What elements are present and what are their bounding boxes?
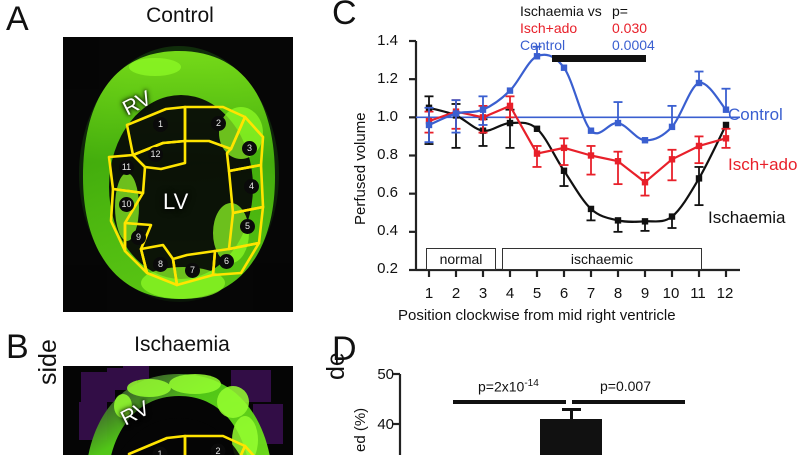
panel-a-letter: A (6, 0, 29, 38)
zone-band-normal: normal (426, 248, 496, 270)
p-value-bracket-2 (572, 400, 685, 404)
annotation-row-label-control: Control (520, 37, 566, 53)
p-value-label-2: p=0.007 (600, 378, 651, 394)
x-tick-label: 2 (451, 285, 461, 302)
annotation-header: Ischaemia vs (520, 3, 602, 19)
panel-a-lv-label: LV (163, 189, 189, 214)
series-label-ischaemia: Ischaemia (708, 208, 786, 227)
annotation-row-p-ischado: 0.030 (612, 20, 648, 36)
segment-number: 4 (244, 179, 259, 194)
p-value-text-1: p=2x10 (478, 378, 525, 395)
panel-d-errorbar-stem (570, 408, 573, 420)
p-value-exponent-1: -14 (524, 378, 539, 389)
y-tick-label: 0.2 (377, 260, 398, 277)
x-tick-label: 12 (716, 285, 734, 302)
p-value-bracket-1 (453, 400, 566, 404)
y-tick-label: 0.4 (377, 222, 398, 239)
annotation-row-label-ischado: Isch+ado (520, 20, 578, 36)
segment-number: 2 (211, 116, 226, 131)
segment-number: 10 (119, 197, 134, 212)
panel-c: C Perfused volume 1.4 1.2 1.0 0.8 0.6 0.… (330, 0, 808, 330)
y-tick-label: 0.8 (377, 146, 398, 163)
series-label-isch-ado: Isch+ado (728, 155, 798, 174)
segment-number: 12 (148, 147, 163, 162)
x-tick-label: 9 (640, 285, 650, 302)
panel-d-bar (540, 419, 602, 455)
panel-b-image: 1 2 3 RV (63, 366, 293, 455)
svg-text:1: 1 (157, 449, 162, 455)
segment-number: 8 (153, 257, 168, 272)
panel-b-letter: B (6, 328, 29, 366)
segment-number: 5 (240, 219, 255, 234)
annotation-row-p-control: 0.0004 (612, 37, 655, 53)
x-tick-label: 5 (532, 285, 542, 302)
segment-number: 9 (131, 230, 146, 245)
annotation-header-p: p= (612, 3, 628, 19)
x-tick-label: 3 (478, 285, 488, 302)
x-tick-label: 1 (424, 285, 434, 302)
series-label-control: Control (728, 105, 783, 124)
segment-number: 6 (219, 254, 234, 269)
segment-number: 1 (153, 117, 168, 132)
panel-d-errorbar-cap (562, 408, 581, 411)
panel-d-y-tick: 40 (377, 416, 394, 433)
y-tick-label: 1.2 (377, 70, 398, 87)
x-tick-label: 7 (586, 285, 596, 302)
panel-a-title: Control (146, 4, 214, 27)
chart-plot-area (409, 39, 740, 277)
x-tick-label: 10 (662, 285, 680, 302)
x-tick-label: 11 (690, 285, 706, 302)
x-tick-label: 8 (613, 285, 623, 302)
panel-b-title: Ischaemia (134, 333, 230, 356)
panel-d-axis (393, 372, 402, 455)
significance-bar (552, 55, 646, 62)
segment-number: 7 (185, 263, 200, 278)
y-tick-label: 1.0 (377, 108, 398, 125)
panel-a-segment-overlay (107, 105, 265, 287)
panel-d-letter: D (332, 330, 357, 368)
panel-d-y-tick: 50 (377, 366, 394, 383)
panel-a-image: RV LV 1 2 3 4 5 6 7 8 9 (63, 37, 293, 312)
x-tick-label: 6 (559, 285, 569, 302)
segment-number: 3 (242, 141, 257, 156)
zone-band-ischaemic: ischaemic (502, 248, 702, 270)
segment-number: 11 (119, 160, 134, 175)
p-value-label-1: p=2x10-14 (478, 378, 539, 395)
y-tick-label: 0.6 (377, 184, 398, 201)
y-tick-label: 1.4 (377, 32, 398, 49)
x-tick-label: 4 (505, 285, 515, 302)
chart-x-axis-title: Position clockwise from mid right ventri… (398, 307, 676, 324)
svg-text:2: 2 (215, 446, 220, 455)
panel-d: D ed (%) 50 40 p=2x10-14 p=0.007 (330, 330, 808, 455)
panel-c-letter: C (332, 0, 357, 32)
panel-b-left-side-label: side (34, 339, 62, 385)
panel-b-tissue: 1 2 3 (63, 366, 293, 455)
